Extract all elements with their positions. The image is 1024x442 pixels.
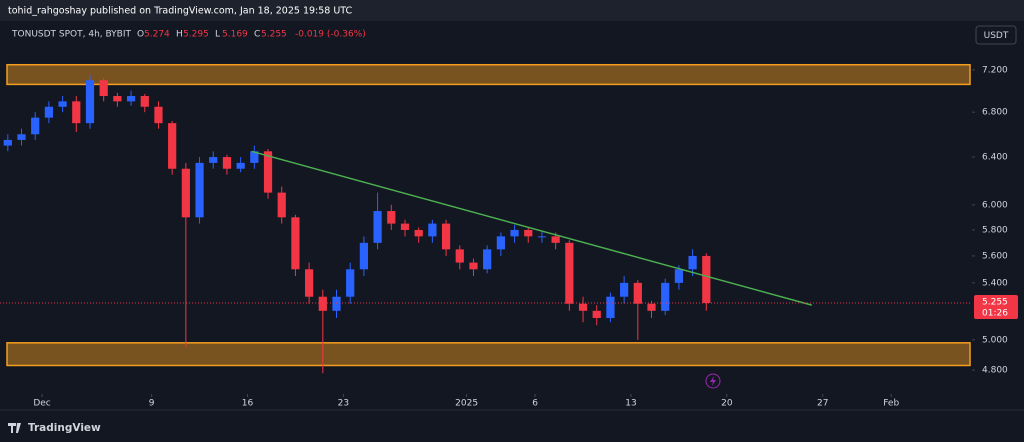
currency-button[interactable] [975, 25, 1017, 45]
last-price-label: 5.255 [982, 298, 1008, 308]
x-tick-label: 27 [817, 399, 828, 409]
candle-body [373, 211, 382, 243]
candle-body [674, 269, 684, 283]
candle-body [181, 168, 190, 218]
x-tick-label: 9 [149, 399, 155, 409]
candle-body [58, 101, 67, 107]
y-tick-label: 6.400 [982, 153, 1008, 163]
currency-label[interactable]: USDT [984, 31, 1009, 41]
legend-key: H [176, 30, 183, 40]
legend-value: 5.169 [222, 30, 248, 40]
trendline [251, 150, 812, 306]
candle-body [702, 255, 711, 304]
candle-body [3, 139, 12, 146]
x-tick-label: 23 [338, 399, 349, 409]
candle-body [647, 303, 656, 311]
event-bolt [710, 376, 716, 386]
x-tick-label: 2025 [455, 399, 478, 409]
candle-body [318, 296, 327, 311]
candle-body [154, 106, 163, 124]
x-tick-label: 13 [625, 399, 636, 409]
legend-value: 5.255 [261, 30, 287, 40]
legend-key: O [137, 30, 144, 40]
brand: TradingView [28, 422, 101, 434]
candle-body [455, 249, 464, 263]
candle-body [17, 134, 26, 140]
candle-body [346, 269, 355, 297]
y-tick-label: 5.800 [982, 225, 1008, 235]
candle-body [414, 229, 423, 237]
candle-body [31, 117, 40, 135]
countdown-label: 01:26 [982, 309, 1008, 319]
candle-body [359, 242, 369, 270]
event-icon[interactable] [705, 373, 721, 389]
candle-body [291, 217, 300, 270]
candle-body [592, 310, 601, 318]
legend-value: 5.295 [183, 30, 209, 40]
x-tick-label: Feb [883, 399, 899, 409]
candle-body [606, 296, 615, 318]
y-tick-label: 6.000 [982, 200, 1008, 210]
y-tick-label: 5.000 [982, 335, 1008, 345]
candle-body [524, 229, 533, 237]
zone [6, 63, 971, 86]
last-price-box [974, 295, 1018, 320]
y-tick-label: 4.800 [982, 366, 1008, 376]
x-tick-label: Dec [33, 399, 50, 409]
candle-body [537, 236, 547, 238]
legend-change: -0.019 (-0.36%) [295, 30, 366, 40]
candle-body [72, 101, 81, 124]
candle-body [332, 296, 341, 311]
y-tick-label: 6.800 [982, 108, 1008, 118]
ohlc-legend: O 5.274 H 5.295 L 5.169 C 5.255 -0.019 (-0.36%) [137, 30, 366, 40]
candle-body [620, 282, 629, 297]
y-tick-label: 5.600 [982, 251, 1008, 261]
candle-body [99, 80, 108, 97]
candle-body [85, 80, 95, 124]
candle-body [195, 162, 204, 218]
x-tick-label: 6 [532, 399, 538, 409]
candle-body [113, 96, 122, 102]
header-bar [0, 0, 1024, 21]
candle-body [483, 249, 492, 270]
candle-body [250, 151, 259, 163]
candle-body [496, 236, 505, 250]
legend-key: C [254, 30, 260, 40]
candle-body [565, 242, 574, 304]
legend-key: L [215, 30, 220, 40]
candle-body [551, 236, 560, 243]
candle-body [236, 162, 245, 169]
x-tick-label: 16 [242, 399, 254, 409]
brand-logo [8, 423, 21, 433]
y-tick-label: 7.200 [982, 65, 1008, 75]
candle-body [168, 123, 177, 169]
legend-value: 5.274 [144, 30, 170, 40]
candle-body [441, 223, 451, 250]
zone [6, 342, 971, 367]
y-tick-label: 5.400 [982, 278, 1008, 288]
candle-body [578, 303, 588, 311]
publisher: tohid_rahgoshay published on TradingView… [8, 6, 353, 17]
candle-body [428, 223, 437, 237]
candle-body [387, 211, 396, 224]
candle-body [510, 229, 519, 237]
candle-body [688, 255, 697, 270]
candle-body [140, 96, 149, 107]
candle-body [661, 282, 670, 311]
candle-body [633, 282, 642, 304]
x-tick-label: 20 [721, 399, 733, 409]
candle-body [400, 223, 410, 230]
candle-body [209, 157, 218, 163]
symbol-title: TONUSDT SPOT, 4h, BYBIT [11, 30, 132, 40]
candle-body [277, 192, 286, 218]
candle-body [263, 151, 273, 193]
candle-body [126, 96, 136, 102]
candle-body [222, 157, 232, 169]
candle-body [44, 106, 54, 118]
candle-body [305, 269, 314, 297]
candle-body [469, 262, 478, 270]
